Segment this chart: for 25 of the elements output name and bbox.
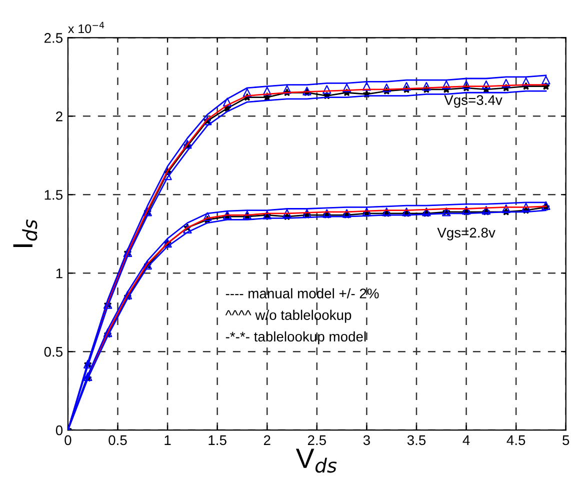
- x-tick-label: 4.5: [506, 435, 526, 446]
- x-tick-label: 1.5: [208, 435, 226, 446]
- annotation: ---- manual model +/- 2%: [226, 288, 379, 298]
- annotation: ^^^^ w/o tablelookup: [225, 310, 352, 323]
- y-tick-label: 0: [56, 425, 63, 436]
- y-tick-label: 1: [56, 268, 62, 278]
- x-tick-label: 1: [164, 435, 171, 445]
- x-tick-label: 5: [562, 435, 570, 446]
- y-tick-label: 0.5: [44, 346, 63, 357]
- x-tick-label: 3.5: [407, 435, 426, 446]
- x-axis-title: V$_{ds}$: [296, 448, 337, 473]
- annotation: Vgs=3.4v: [444, 95, 502, 108]
- y-tick-label: 2: [56, 111, 62, 122]
- annotation: Vgs=2.8v: [437, 228, 496, 240]
- x-tick-label: 4: [462, 435, 470, 445]
- text: x 10$^{−4}$: [68, 22, 104, 34]
- x-tick-label: 2.5: [308, 435, 326, 446]
- y-tick-label: 2.5: [44, 33, 63, 43]
- annotation: -*-*- tablelookup model: [226, 331, 366, 344]
- x-tick-label: 2: [264, 435, 270, 445]
- x-tick-label: 0: [64, 435, 72, 446]
- x-tick-label: 0.5: [108, 435, 127, 446]
- x-tick-label: 3: [363, 435, 370, 446]
- y-tick-label: 1.5: [44, 190, 63, 200]
- y-axis-title: I$_{ds}$: [13, 220, 38, 247]
